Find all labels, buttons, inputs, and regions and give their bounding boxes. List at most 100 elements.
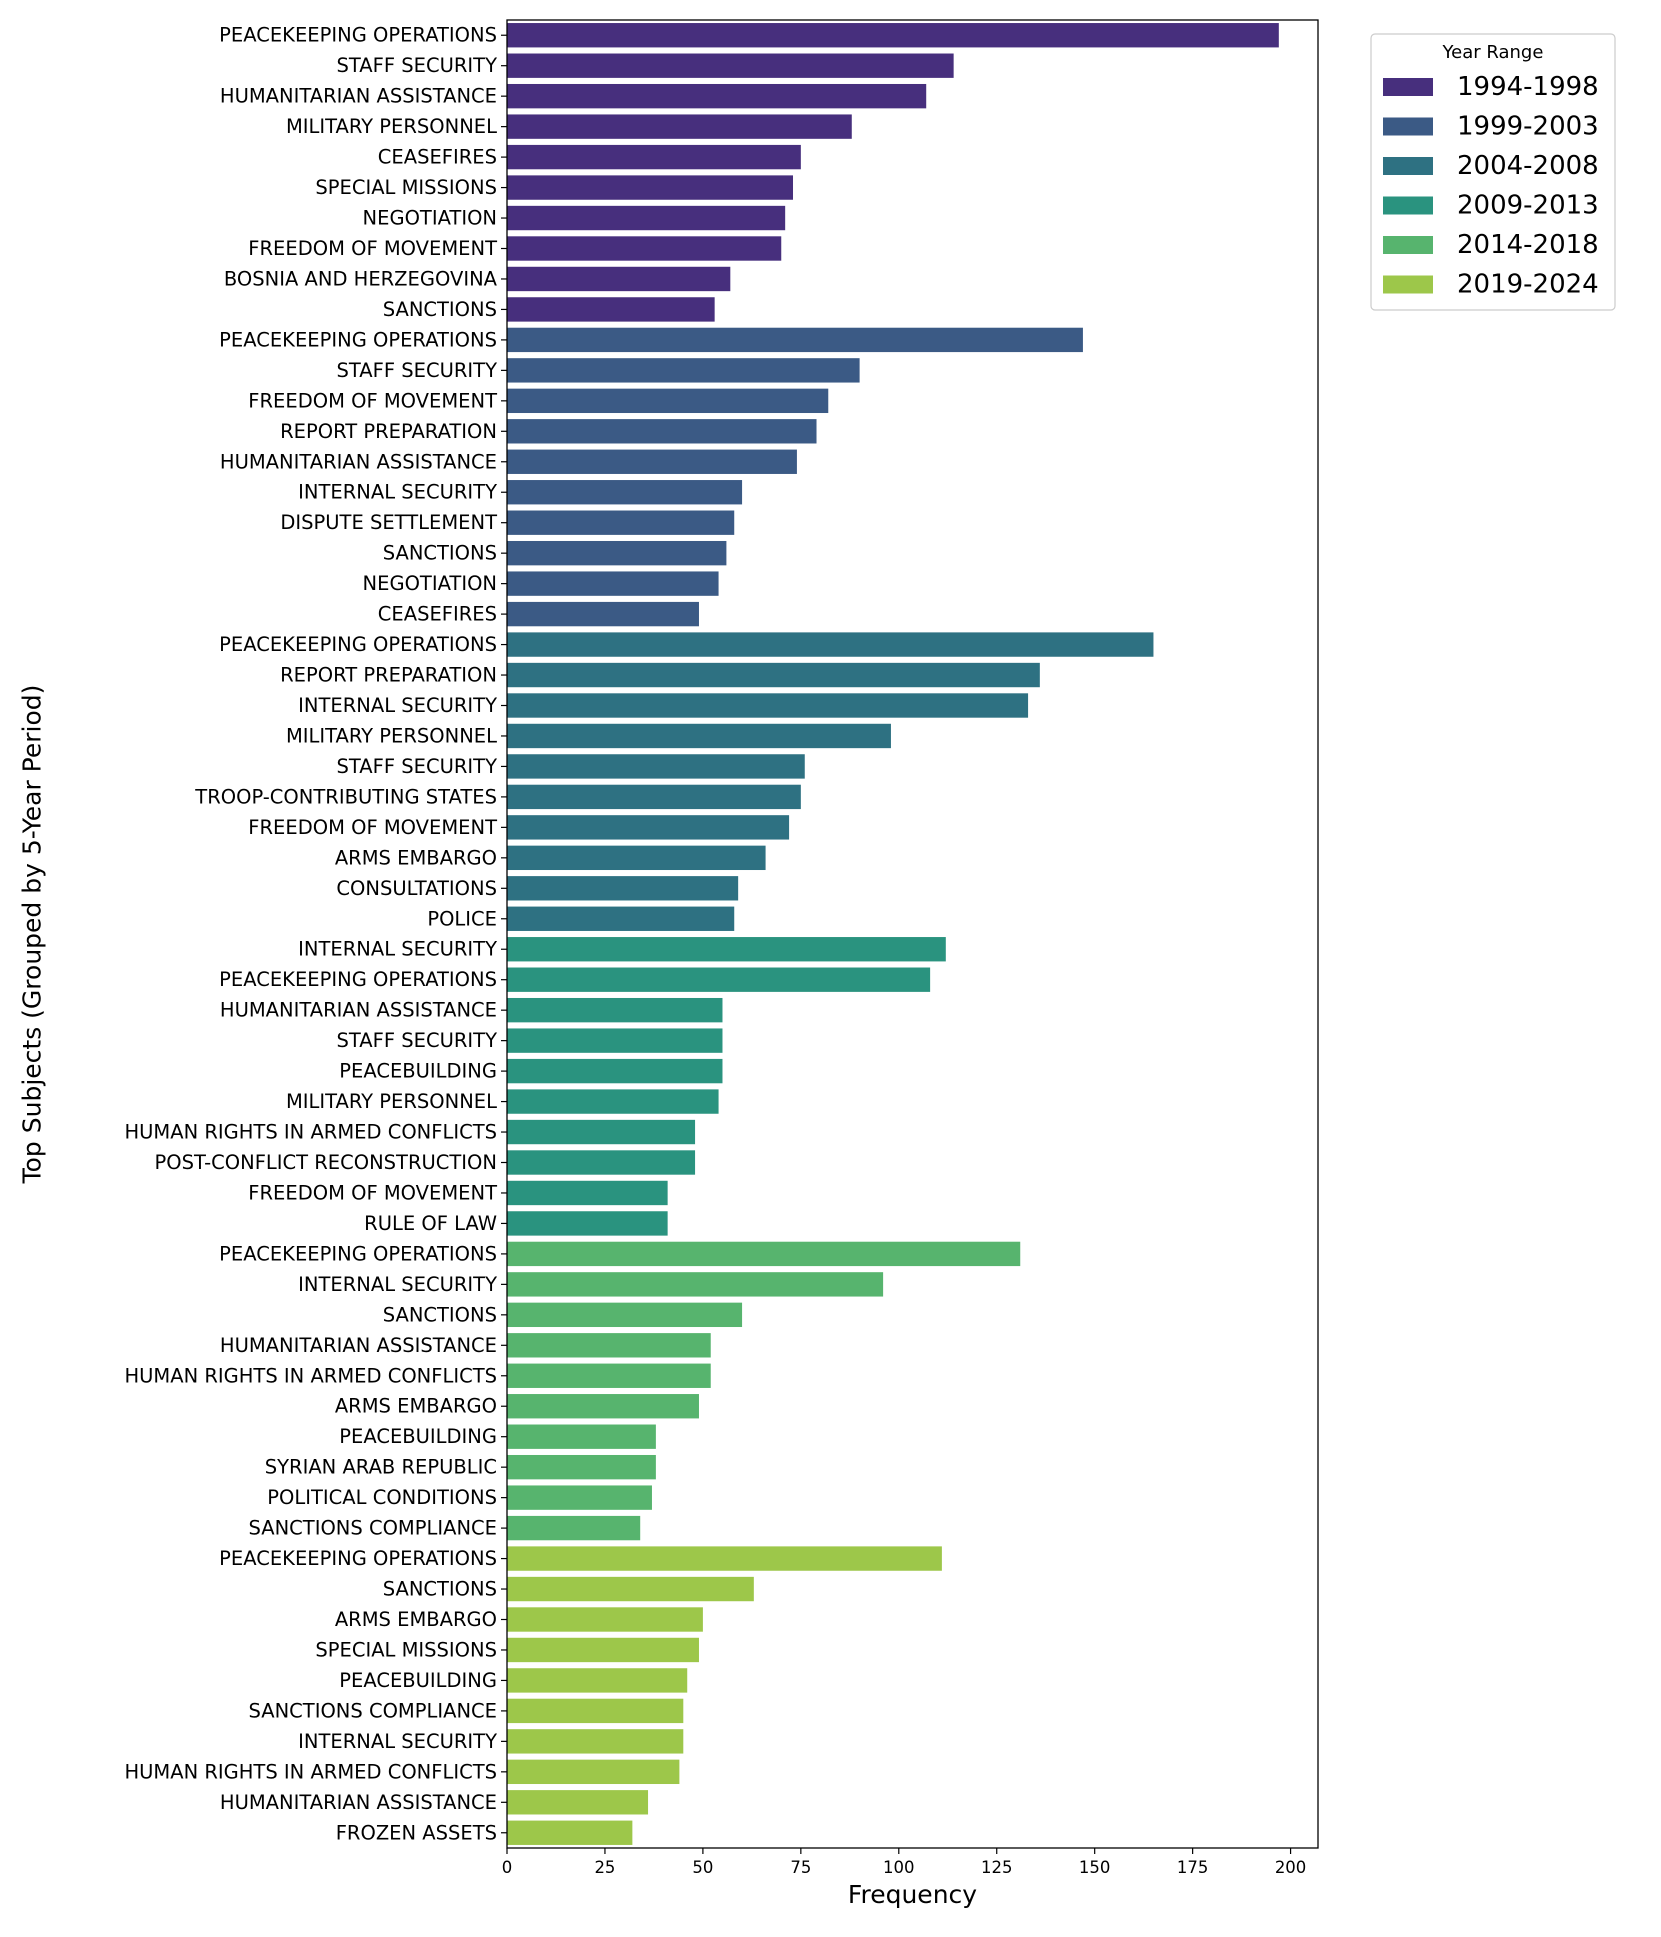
legend-swatch-2014-2018 — [1383, 236, 1433, 254]
bar-1994-1998-7 — [507, 236, 782, 261]
y-tick-label: POLITICAL CONDITIONS — [267, 1486, 497, 1509]
bar-2019-2024-9 — [507, 1820, 633, 1845]
y-tick-label: STAFF SECURITY — [337, 755, 498, 778]
x-axis-title: Frequency — [848, 1880, 977, 1909]
y-tick-label: FREEDOM OF MOVEMENT — [248, 816, 497, 839]
y-tick-label: DISPUTE SETTLEMENT — [280, 511, 497, 534]
y-tick-label: SANCTIONS — [383, 1303, 497, 1326]
bar-2009-2013-7 — [507, 1150, 696, 1175]
bar-1994-1998-3 — [507, 114, 852, 139]
y-tick-label: HUMANITARIAN ASSISTANCE — [220, 1791, 497, 1814]
bar-2019-2024-2 — [507, 1607, 703, 1632]
y-tick-label: CONSULTATIONS — [336, 877, 497, 900]
y-tick-label: HUMANITARIAN ASSISTANCE — [220, 999, 497, 1022]
bar-2009-2013-2 — [507, 997, 723, 1023]
bar-2009-2013-0 — [507, 937, 946, 962]
y-tick-label: INTERNAL SECURITY — [298, 1730, 497, 1753]
bar-2014-2018-5 — [507, 1394, 699, 1419]
bar-2019-2024-1 — [507, 1576, 754, 1602]
bar-2014-2018-6 — [507, 1424, 656, 1449]
bar-1994-1998-4 — [507, 144, 801, 170]
bar-2004-2008-8 — [507, 876, 739, 901]
y-tick-label: PEACEBUILDING — [339, 1669, 497, 1692]
bar-2004-2008-9 — [507, 906, 735, 931]
y-tick-label: HUMAN RIGHTS IN ARMED CONFLICTS — [124, 1121, 497, 1144]
legend-label: 2019-2024 — [1457, 270, 1599, 300]
legend-swatch-2004-2008 — [1383, 157, 1433, 175]
y-tick-label: FREEDOM OF MOVEMENT — [248, 1181, 497, 1204]
bar-1994-1998-6 — [507, 205, 786, 231]
bar-1999-2003-8 — [507, 571, 719, 596]
bar-2009-2013-6 — [507, 1119, 696, 1145]
y-tick-label: RULE OF LAW — [364, 1212, 497, 1235]
bar-1994-1998-8 — [507, 266, 731, 292]
y-tick-label: PEACEKEEPING OPERATIONS — [219, 24, 497, 47]
y-tick-label: STAFF SECURITY — [337, 359, 498, 382]
y-tick-label: HUMANITARIAN ASSISTANCE — [220, 85, 497, 108]
bar-2004-2008-4 — [507, 754, 805, 779]
bar-1999-2003-7 — [507, 540, 727, 566]
bar-2014-2018-3 — [507, 1333, 711, 1358]
y-axis-ticks: PEACEKEEPING OPERATIONS STAFF SECURITY HUM… — [124, 24, 507, 1844]
bar-2014-2018-2 — [507, 1302, 743, 1328]
y-tick-label: ARMS EMBARGO — [335, 846, 497, 869]
bar-2009-2013-9 — [507, 1211, 668, 1236]
x-tick-label: 100 — [883, 1858, 915, 1877]
bar-2004-2008-1 — [507, 662, 1040, 688]
y-tick-label: CEASEFIRES — [378, 146, 497, 169]
bar-1994-1998-9 — [507, 297, 715, 322]
legend-title: Year Range — [1442, 42, 1544, 63]
bar-2004-2008-3 — [507, 723, 891, 749]
legend-label: 1999-2003 — [1457, 112, 1599, 142]
bar-1994-1998-5 — [507, 175, 794, 200]
y-tick-label: MILITARY PERSONNEL — [286, 1090, 497, 1113]
y-tick-label: POST-CONFLICT RECONSTRUCTION — [155, 1151, 498, 1174]
bar-2014-2018-1 — [507, 1272, 884, 1297]
y-axis-title: Top Subjects (Grouped by 5-Year Period) — [18, 685, 47, 1185]
bar-1999-2003-1 — [507, 358, 860, 383]
y-tick-label: ARMS EMBARGO — [335, 1395, 497, 1418]
y-tick-label: SANCTIONS COMPLIANCE — [249, 1699, 497, 1722]
y-tick-label: HUMAN RIGHTS IN ARMED CONFLICTS — [124, 1364, 497, 1387]
y-tick-label: TROOP-CONTRIBUTING STATES — [194, 785, 497, 808]
bar-2004-2008-0 — [507, 632, 1154, 657]
y-tick-label: REPORT PREPARATION — [280, 420, 497, 443]
y-tick-label: INTERNAL SECURITY — [298, 481, 497, 504]
y-tick-label: SYRIAN ARAB REPUBLIC — [265, 1456, 497, 1479]
legend-entries: 1994-1998 1999-2003 2004-2008 2009-2013 2014… — [1383, 72, 1599, 300]
bar-1994-1998-0 — [507, 23, 1279, 48]
x-tick-label: 175 — [1177, 1858, 1209, 1877]
y-tick-label: MILITARY PERSONNEL — [286, 724, 497, 747]
y-tick-label: MILITARY PERSONNEL — [286, 115, 497, 138]
y-tick-label: HUMAN RIGHTS IN ARMED CONFLICTS — [124, 1760, 497, 1783]
y-tick-label: STAFF SECURITY — [337, 1029, 498, 1052]
y-tick-label: HUMANITARIAN ASSISTANCE — [220, 1334, 497, 1357]
x-tick-label: 50 — [692, 1858, 713, 1877]
bar-2004-2008-7 — [507, 845, 766, 871]
bar-1999-2003-6 — [507, 510, 735, 535]
bar-2019-2024-0 — [507, 1546, 942, 1571]
y-tick-label: SANCTIONS COMPLIANCE — [249, 1517, 497, 1540]
y-tick-label: PEACEBUILDING — [339, 1060, 497, 1083]
bar-2019-2024-7 — [507, 1759, 680, 1785]
bar-1994-1998-2 — [507, 83, 927, 109]
y-tick-label: SANCTIONS — [383, 542, 497, 565]
y-tick-label: CEASEFIRES — [378, 603, 497, 626]
y-tick-label: SANCTIONS — [383, 1578, 497, 1601]
y-tick-label: NEGOTIATION — [363, 572, 497, 595]
bar-2014-2018-8 — [507, 1485, 652, 1510]
y-tick-label: PEACEBUILDING — [339, 1425, 497, 1448]
x-tick-label: 25 — [594, 1858, 615, 1877]
bar-2014-2018-7 — [507, 1454, 656, 1480]
bar-2019-2024-3 — [507, 1637, 699, 1663]
y-tick-label: PEACEKEEPING OPERATIONS — [219, 968, 497, 991]
bar-2009-2013-3 — [507, 1028, 723, 1053]
y-tick-label: INTERNAL SECURITY — [298, 1273, 497, 1296]
bar-2004-2008-5 — [507, 784, 801, 810]
bar-2014-2018-9 — [507, 1515, 641, 1541]
x-tick-label: 150 — [1079, 1858, 1111, 1877]
y-tick-label: ARMS EMBARGO — [335, 1608, 497, 1631]
x-axis-ticks: 0 25 50 75 100 125 150 175 200 — [502, 1848, 1306, 1877]
bar-1999-2003-5 — [507, 480, 743, 505]
